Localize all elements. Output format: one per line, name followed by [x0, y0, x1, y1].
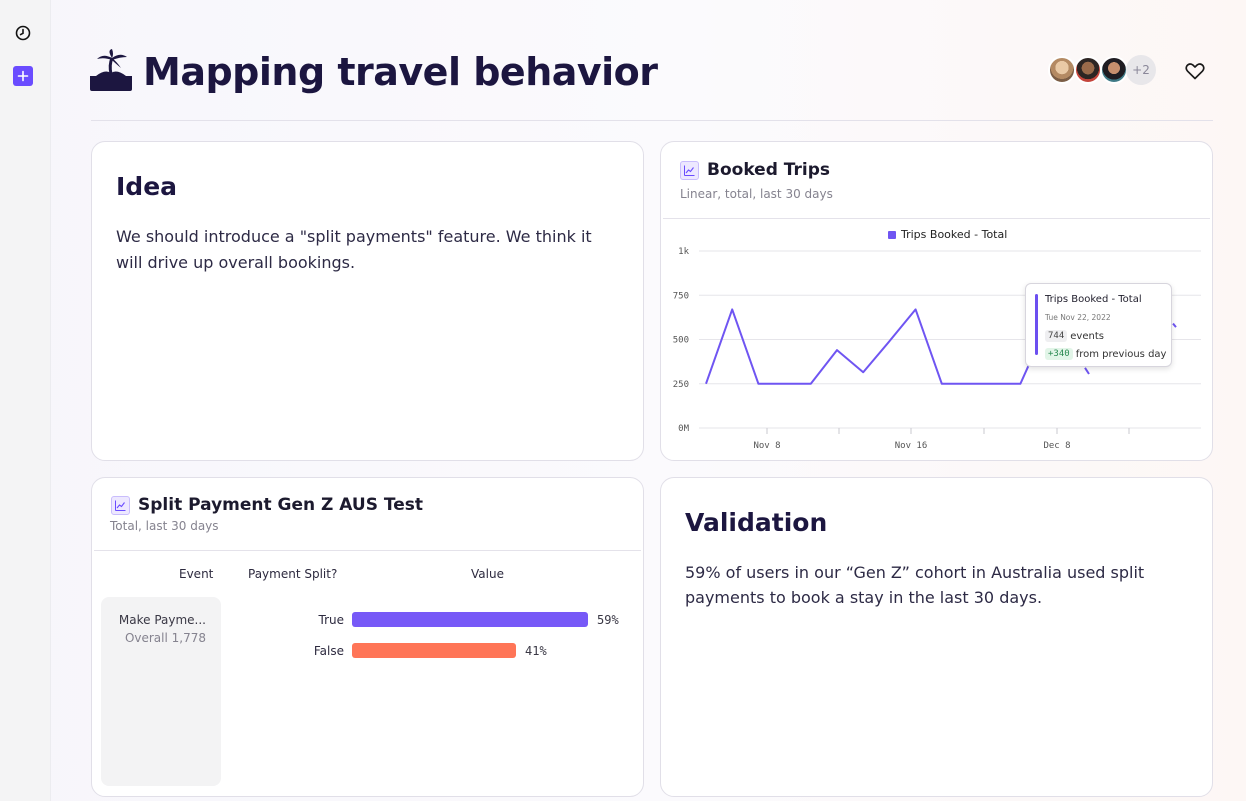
- more-collaborators-badge[interactable]: +2: [1126, 55, 1156, 85]
- x-tick-label: Dec 8: [1043, 441, 1070, 451]
- tooltip-change-row: +340 from previous day: [1045, 348, 1166, 360]
- tooltip-date: Tue Nov 22, 2022: [1045, 313, 1111, 322]
- tooltip-value: 744: [1045, 330, 1068, 342]
- page-header: Mapping travel behavior: [89, 44, 658, 100]
- avatar[interactable]: [1048, 56, 1076, 84]
- bar-track: [352, 612, 588, 627]
- clock-icon[interactable]: [13, 23, 33, 43]
- chart-legend[interactable]: Trips Booked - Total: [888, 228, 1007, 241]
- plus-icon[interactable]: [13, 66, 33, 86]
- y-tick-label: 0M: [678, 424, 689, 434]
- trips-series-line-fragment: [1084, 367, 1090, 375]
- trips-series-line-fragment: [1172, 322, 1177, 328]
- bar-false[interactable]: [352, 643, 516, 658]
- event-name: Make Payme...: [118, 613, 206, 627]
- tooltip-series-bar: [1035, 294, 1038, 355]
- validation-card[interactable]: Validation 59% of users in our “Gen Z” c…: [660, 477, 1213, 797]
- tooltip-series-name: Trips Booked - Total: [1045, 294, 1142, 305]
- tooltip-change-label: from previous day: [1075, 348, 1167, 360]
- bar-value-label: 41%: [525, 644, 547, 658]
- chart-tooltip: Trips Booked - Total Tue Nov 22, 2022 74…: [1025, 283, 1172, 367]
- tooltip-change: +340: [1045, 348, 1073, 360]
- y-tick-label: 750: [673, 291, 689, 301]
- bar-true[interactable]: [352, 612, 588, 627]
- legend-swatch: [888, 230, 896, 239]
- y-tick-label: 1k: [678, 247, 689, 257]
- validation-title: Validation: [685, 508, 828, 537]
- card-divider: [94, 550, 641, 551]
- column-header-event[interactable]: Event: [179, 567, 214, 581]
- report-title[interactable]: Booked Trips: [680, 160, 830, 180]
- desert-island-icon: [89, 49, 133, 95]
- tooltip-value-row: 744 events: [1045, 330, 1104, 342]
- split-payment-card[interactable]: Split Payment Gen Z AUS Test Total, last…: [91, 477, 644, 797]
- booked-trips-card[interactable]: Booked Trips Linear, total, last 30 days…: [660, 141, 1213, 461]
- bar-category-label: True: [318, 613, 345, 627]
- booked-trips-subtitle: Linear, total, last 30 days: [680, 187, 833, 201]
- bar-category-label: False: [313, 644, 344, 658]
- line-chart-icon: [111, 495, 130, 515]
- split-payment-title: Split Payment Gen Z AUS Test: [138, 495, 423, 515]
- bar-track: [352, 643, 588, 658]
- left-rail: [0, 0, 51, 801]
- favorite-heart-icon[interactable]: [1184, 60, 1206, 82]
- avatar[interactable]: [1100, 56, 1128, 84]
- trips-series-line: [705, 308, 1048, 385]
- avatar[interactable]: [1074, 56, 1102, 84]
- split-payment-subtitle: Total, last 30 days: [110, 519, 219, 533]
- page-title: Mapping travel behavior: [143, 50, 658, 94]
- column-header-payment-split[interactable]: Payment Split?: [248, 567, 338, 581]
- idea-card[interactable]: Idea We should introduce a "split paymen…: [91, 141, 644, 461]
- collaborator-avatars[interactable]: +2: [1048, 55, 1156, 85]
- x-tick-label: Nov 8: [753, 441, 780, 451]
- bar-value-label: 59%: [597, 613, 619, 627]
- idea-title: Idea: [116, 172, 178, 201]
- tooltip-value-unit: events: [1070, 330, 1104, 342]
- card-divider: [663, 218, 1210, 219]
- legend-label: Trips Booked - Total: [901, 228, 1008, 241]
- column-header-value[interactable]: Value: [471, 567, 504, 581]
- x-tick-label: Nov 16: [895, 441, 928, 451]
- event-overall: Overall 1,778: [124, 631, 206, 645]
- report-title[interactable]: Split Payment Gen Z AUS Test: [111, 495, 423, 515]
- event-cell[interactable]: Make Payme... Overall 1,778: [101, 597, 221, 786]
- idea-body: We should introduce a "split payments" f…: [116, 227, 592, 272]
- header-divider: [91, 120, 1213, 121]
- y-tick-label: 250: [673, 380, 689, 390]
- line-chart-icon: [680, 160, 699, 180]
- y-tick-label: 500: [673, 336, 689, 346]
- validation-body: 59% of users in our “Gen Z” cohort in Au…: [685, 563, 1145, 607]
- booked-trips-title: Booked Trips: [707, 160, 831, 180]
